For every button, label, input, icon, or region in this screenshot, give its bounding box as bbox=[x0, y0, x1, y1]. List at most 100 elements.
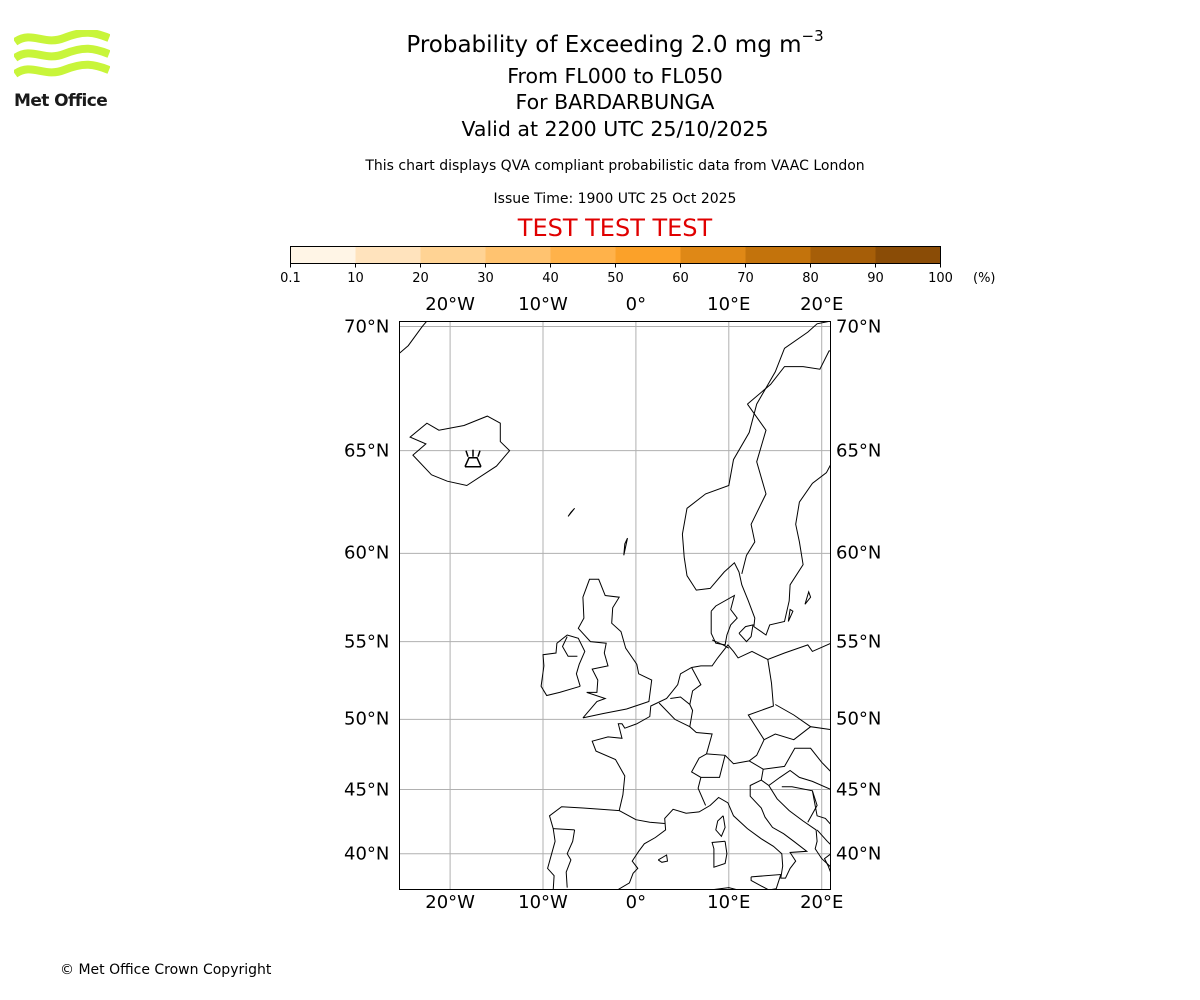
coastline-corfu-greece bbox=[823, 853, 831, 874]
copyright-text: © Met Office Crown Copyright bbox=[60, 962, 272, 978]
colorbar-segment bbox=[550, 246, 616, 264]
latitude-label: 40°N bbox=[344, 843, 390, 865]
coastline-iberia-south bbox=[617, 779, 831, 890]
country-border bbox=[768, 769, 831, 790]
latitude-label: 55°N bbox=[836, 631, 882, 653]
country-border bbox=[747, 350, 831, 405]
map-gridlines bbox=[399, 321, 831, 890]
coastline-shetland bbox=[623, 537, 628, 556]
country-border bbox=[706, 659, 774, 765]
colorbar bbox=[290, 246, 941, 268]
country-border bbox=[618, 810, 665, 824]
coastline-britain bbox=[577, 578, 653, 719]
longitude-label: 20°W bbox=[425, 294, 475, 315]
colorbar-tick-label: 90 bbox=[867, 271, 884, 286]
colorbar-segment bbox=[875, 246, 941, 264]
colorbar-tick-label: 10 bbox=[347, 271, 364, 286]
longitude-label: 10°W bbox=[518, 294, 568, 315]
country-border bbox=[700, 755, 726, 778]
latitude-label: 65°N bbox=[836, 440, 882, 462]
latitude-label: 70°N bbox=[836, 316, 882, 338]
colorbar-segment bbox=[680, 246, 746, 264]
coastline-greenland-tip bbox=[399, 321, 428, 354]
colorbar-tick-label: 40 bbox=[542, 271, 559, 286]
volcano-title: For BARDARBUNGA bbox=[515, 90, 715, 114]
colorbar-tick-label: 100 bbox=[928, 271, 953, 286]
issue-time-text: Issue Time: 1900 UTC 25 Oct 2025 bbox=[493, 191, 737, 207]
country-border bbox=[711, 639, 730, 649]
test-banner: TEST TEST TEST bbox=[517, 214, 713, 242]
country-border bbox=[763, 726, 831, 741]
volcano-icon bbox=[464, 449, 482, 468]
coastline-mallorca bbox=[657, 854, 669, 863]
met-office-logo bbox=[14, 30, 110, 78]
colorbar-tick-label: 30 bbox=[477, 271, 494, 286]
latitude-label: 50°N bbox=[836, 708, 882, 730]
logo-text: Met Office bbox=[14, 91, 108, 111]
coastline-faroe bbox=[567, 507, 575, 517]
colorbar-segment bbox=[420, 246, 486, 264]
valid-time-title: Valid at 2200 UTC 25/10/2025 bbox=[461, 117, 769, 141]
colorbar-tick-label: 50 bbox=[607, 271, 624, 286]
longitude-label: 0° bbox=[625, 294, 647, 315]
coastline-norway-sweden bbox=[681, 321, 831, 636]
country-border bbox=[565, 829, 576, 888]
country-border bbox=[689, 667, 702, 705]
colorbar-segment bbox=[810, 246, 876, 264]
map[interactable] bbox=[399, 321, 831, 890]
coastline-north-africa bbox=[622, 887, 739, 890]
latitude-label: 70°N bbox=[344, 316, 390, 338]
latitude-label: 55°N bbox=[344, 631, 390, 653]
map-frame bbox=[399, 321, 831, 890]
colorbar-unit: (%) bbox=[973, 271, 996, 286]
country-border bbox=[760, 769, 764, 781]
latitude-label: 65°N bbox=[344, 440, 390, 462]
longitude-label: 20°E bbox=[800, 892, 844, 913]
colorbar-segment bbox=[485, 246, 551, 264]
country-border bbox=[816, 829, 831, 846]
colorbar-tick-label: 80 bbox=[802, 271, 819, 286]
latitude-label: 60°N bbox=[344, 542, 390, 564]
colorbar-tick-label: 60 bbox=[672, 271, 689, 286]
colorbar-tick-label: 20 bbox=[412, 271, 429, 286]
longitude-label: 20°E bbox=[800, 294, 844, 315]
latitude-label: 50°N bbox=[344, 708, 390, 730]
longitude-label: 20°W bbox=[425, 892, 475, 913]
country-border bbox=[741, 403, 767, 575]
latitude-label: 40°N bbox=[836, 843, 882, 865]
coastline-jutland bbox=[710, 594, 738, 646]
colorbar-segment bbox=[355, 246, 421, 264]
coastline-ireland bbox=[540, 634, 586, 697]
coastline-zealand bbox=[738, 624, 754, 643]
colorbar-segment bbox=[745, 246, 811, 264]
colorbar-tick-label: 0.1 bbox=[280, 271, 301, 286]
coastlines bbox=[399, 321, 831, 890]
coastline-iceland bbox=[409, 415, 511, 487]
latitude-label: 60°N bbox=[836, 542, 882, 564]
latitude-label: 45°N bbox=[836, 779, 882, 800]
coastline-corsica bbox=[715, 815, 726, 838]
longitude-label: 10°W bbox=[518, 892, 568, 913]
logo-stripes-icon bbox=[14, 30, 110, 78]
colorbar-tick-label: 70 bbox=[737, 271, 754, 286]
longitude-label: 0° bbox=[625, 892, 647, 913]
colorbar-segment bbox=[615, 246, 681, 264]
country-border bbox=[811, 790, 831, 826]
longitude-label: 10°E bbox=[707, 892, 751, 913]
country-border bbox=[658, 702, 713, 806]
flight-levels-title: From FL000 to FL050 bbox=[507, 64, 723, 88]
latitude-label: 45°N bbox=[344, 779, 390, 800]
description-text: This chart displays QVA compliant probab… bbox=[365, 158, 865, 174]
country-border bbox=[553, 828, 575, 831]
coastline-sicily bbox=[750, 873, 782, 890]
coastline-sardinia bbox=[711, 840, 728, 868]
country-borders bbox=[553, 350, 831, 888]
country-border bbox=[775, 704, 811, 728]
country-border bbox=[561, 636, 578, 657]
longitude-label: 10°E bbox=[707, 294, 751, 315]
coastline-continent bbox=[547, 642, 831, 890]
country-border bbox=[748, 747, 831, 773]
chart-title: Probability of Exceeding 2.0 mg m−3 bbox=[406, 27, 824, 58]
coastline-gotland bbox=[804, 590, 812, 605]
coastline-oland bbox=[787, 608, 794, 622]
